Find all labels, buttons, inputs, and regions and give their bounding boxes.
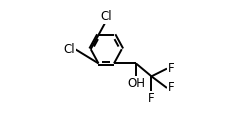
- Text: Cl: Cl: [63, 43, 74, 56]
- Text: F: F: [167, 62, 174, 75]
- Text: OH: OH: [126, 77, 144, 90]
- Text: Cl: Cl: [100, 10, 111, 23]
- Text: F: F: [167, 81, 174, 95]
- Text: F: F: [148, 92, 154, 105]
